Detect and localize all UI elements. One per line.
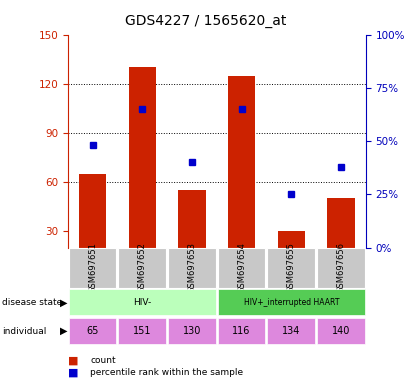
Bar [118,318,166,344]
Text: 130: 130 [183,326,201,336]
Text: 140: 140 [332,326,350,336]
Text: ■: ■ [68,355,79,365]
Text: disease state: disease state [2,298,62,307]
Text: GSM697654: GSM697654 [237,242,246,293]
Bar [168,248,216,288]
Text: 116: 116 [233,326,251,336]
Bar [69,248,116,288]
Bar [79,174,106,248]
Bar [317,318,365,344]
Text: GSM697652: GSM697652 [138,242,147,293]
Bar [118,248,166,288]
Text: percentile rank within the sample: percentile rank within the sample [90,368,244,377]
Bar [168,318,216,344]
Text: GSM697656: GSM697656 [337,242,346,293]
Bar [218,318,266,344]
Bar [178,190,206,248]
Text: individual: individual [2,327,46,336]
Text: 134: 134 [282,326,300,336]
Bar [327,199,355,248]
Bar [317,248,365,288]
Text: 151: 151 [133,326,152,336]
Text: HIV+_interrupted HAART: HIV+_interrupted HAART [244,298,339,307]
Text: ▶: ▶ [60,326,67,336]
Text: GDS4227 / 1565620_at: GDS4227 / 1565620_at [125,14,286,28]
Text: GSM697655: GSM697655 [287,242,296,293]
Bar [218,248,266,288]
Bar [129,67,156,248]
Bar [69,318,116,344]
Text: GSM697651: GSM697651 [88,242,97,293]
Bar [228,76,255,248]
Bar [218,290,365,315]
Bar [268,318,315,344]
Text: count: count [90,356,116,365]
Text: GSM697653: GSM697653 [187,242,196,293]
Text: ▶: ▶ [60,297,67,308]
Text: ■: ■ [68,367,79,377]
Bar [268,248,315,288]
Bar [69,290,216,315]
Text: 65: 65 [86,326,99,336]
Bar [278,231,305,248]
Text: HIV-: HIV- [133,298,151,307]
